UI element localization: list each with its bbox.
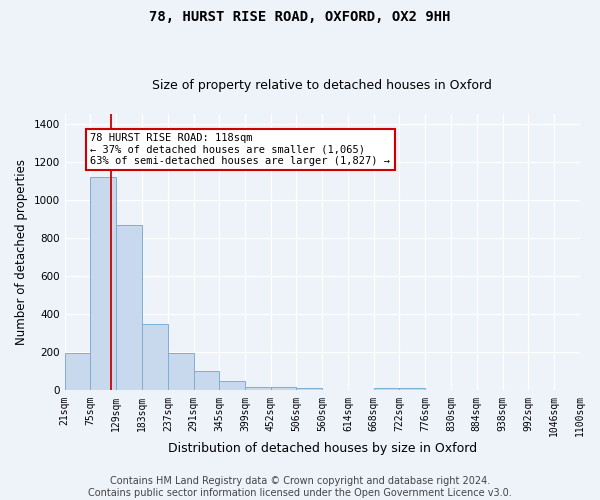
Bar xyxy=(374,388,400,390)
Bar xyxy=(142,324,168,390)
X-axis label: Distribution of detached houses by size in Oxford: Distribution of detached houses by size … xyxy=(168,442,477,455)
Bar xyxy=(400,388,425,390)
Text: Contains HM Land Registry data © Crown copyright and database right 2024.
Contai: Contains HM Land Registry data © Crown c… xyxy=(88,476,512,498)
Bar xyxy=(271,386,296,390)
Bar xyxy=(220,381,245,390)
Bar xyxy=(65,354,91,391)
Bar xyxy=(91,177,116,390)
Y-axis label: Number of detached properties: Number of detached properties xyxy=(15,159,28,345)
Bar xyxy=(194,372,220,390)
Text: 78, HURST RISE ROAD, OXFORD, OX2 9HH: 78, HURST RISE ROAD, OXFORD, OX2 9HH xyxy=(149,10,451,24)
Text: 78 HURST RISE ROAD: 118sqm
← 37% of detached houses are smaller (1,065)
63% of s: 78 HURST RISE ROAD: 118sqm ← 37% of deta… xyxy=(91,133,391,166)
Title: Size of property relative to detached houses in Oxford: Size of property relative to detached ho… xyxy=(152,79,492,92)
Bar xyxy=(116,224,142,390)
Bar xyxy=(168,354,194,391)
Bar xyxy=(296,388,322,390)
Bar xyxy=(245,386,271,390)
